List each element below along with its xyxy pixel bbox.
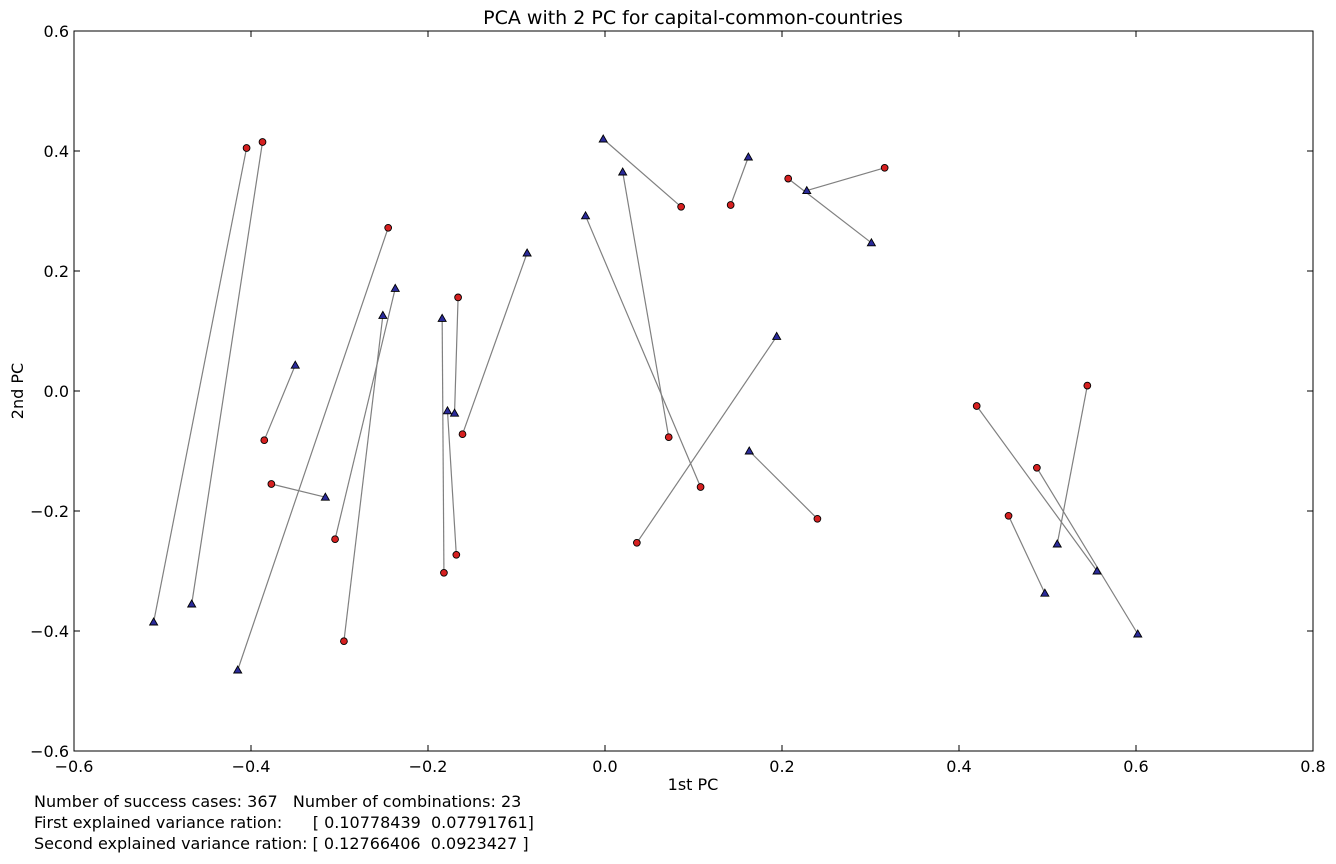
circle-point <box>696 483 705 491</box>
pair-connector-line <box>787 178 872 244</box>
circle-point <box>784 174 793 183</box>
x-tick-label: −0.4 <box>232 757 271 776</box>
triangle-point <box>580 210 591 220</box>
circle-point <box>880 163 889 172</box>
circle-point <box>813 514 822 523</box>
pair-connector-line <box>453 297 459 414</box>
circle-point <box>440 568 448 577</box>
pair-connector-line <box>1036 467 1139 635</box>
pair-connector-line <box>1008 515 1046 594</box>
x-tick-label: −0.6 <box>55 757 94 776</box>
triangle-point <box>744 446 755 455</box>
triangle-point <box>771 331 782 340</box>
footer-second-variance-line: Second explained variance ration: [ 0.12… <box>34 834 529 853</box>
circle-point <box>1004 511 1013 520</box>
y-tick-label: −0.6 <box>30 742 69 761</box>
pair-connector-line <box>636 336 778 544</box>
pair-connector-line <box>263 364 296 441</box>
x-tick-label: 0.2 <box>769 757 794 776</box>
triangle-point <box>1132 629 1143 638</box>
triangle-point <box>1092 566 1102 575</box>
triangle-point <box>442 405 453 415</box>
plot-area <box>74 31 1313 751</box>
pair-connector-line <box>461 252 528 435</box>
y-tick-label: 0.4 <box>44 142 69 161</box>
triangle-point <box>866 237 877 247</box>
triangle-point <box>522 248 532 257</box>
circle-point <box>258 138 267 146</box>
y-tick-label: 0.6 <box>44 22 69 41</box>
pair-connector-line <box>343 315 384 642</box>
pair-connector-line <box>191 141 264 605</box>
pair-connector-line <box>441 318 445 573</box>
footer-first-variance-line: First explained variance ration: [ 0.107… <box>34 813 534 832</box>
pair-connector-line <box>153 147 248 623</box>
x-tick-label: 0.8 <box>1300 757 1325 776</box>
y-tick-label: 0.0 <box>44 382 69 401</box>
x-tick-label: 0.4 <box>946 757 971 776</box>
x-tick-label: −0.2 <box>409 757 448 776</box>
y-tick-label: −0.4 <box>30 622 69 641</box>
triangle-point <box>378 310 388 319</box>
circle-point <box>260 436 269 445</box>
triangle-point <box>320 492 331 501</box>
pair-connector-line <box>271 483 326 498</box>
pair-connector-line <box>446 410 457 555</box>
circle-point <box>677 202 685 211</box>
triangle-point <box>1040 588 1050 597</box>
triangle-point <box>802 185 812 195</box>
pair-connector-line <box>806 167 885 192</box>
triangle-point <box>617 167 628 176</box>
pair-connector-line <box>237 227 389 671</box>
pair-connector-line <box>602 138 682 208</box>
connector-lines <box>153 138 1139 671</box>
x-tick-label: 0.6 <box>1123 757 1148 776</box>
circle-point <box>331 535 339 544</box>
y-axis-label: 2nd PC <box>8 363 27 419</box>
circle-point <box>340 637 348 646</box>
triangle-point <box>743 152 754 161</box>
pair-connector-line <box>334 288 396 540</box>
triangle-point <box>449 408 460 417</box>
circle-point <box>267 480 276 488</box>
circle-point <box>633 538 641 547</box>
circle-point <box>384 223 393 232</box>
axis-ticks: −0.6 −0.4 −0.2 0.0 0.2 0.4 0.6 0.8 −0.6 −0.4 −0.2 0… <box>30 22 1326 776</box>
triangle-point <box>598 134 609 143</box>
triangle-point <box>290 360 301 369</box>
pair-connector-line <box>730 156 749 206</box>
triangle-point <box>232 665 243 674</box>
circle-point <box>664 433 673 442</box>
markers <box>148 134 1143 674</box>
pair-connector-line <box>748 450 818 520</box>
chart-title: PCA with 2 PC for capital-common-countri… <box>483 7 903 29</box>
y-tick-label: −0.2 <box>30 502 69 521</box>
circle-point <box>972 402 981 410</box>
circle-point <box>1083 381 1092 390</box>
pair-connector-line <box>584 215 702 488</box>
circle-point <box>458 430 467 439</box>
footer-success-line: Number of success cases: 367 Number of c… <box>34 792 522 811</box>
x-axis-label: 1st PC <box>668 775 719 790</box>
x-tick-label: 0.0 <box>592 757 617 776</box>
triangle-point <box>390 283 401 292</box>
triangle-point <box>1052 539 1063 548</box>
circle-point <box>726 201 735 209</box>
pca-chart: −0.6 −0.4 −0.2 0.0 0.2 0.4 0.6 0.8 −0.6 −0.4 −0.2 0… <box>8 7 1326 790</box>
circle-point <box>242 144 251 152</box>
circle-point <box>454 293 462 302</box>
triangle-point <box>148 617 159 626</box>
pair-connector-line <box>976 405 1098 572</box>
pair-connector-line <box>1056 385 1088 545</box>
triangle-point <box>186 599 197 608</box>
y-tick-label: 0.2 <box>44 262 69 281</box>
circle-point <box>1033 463 1041 472</box>
triangle-point <box>437 313 447 322</box>
circle-point <box>452 550 461 559</box>
